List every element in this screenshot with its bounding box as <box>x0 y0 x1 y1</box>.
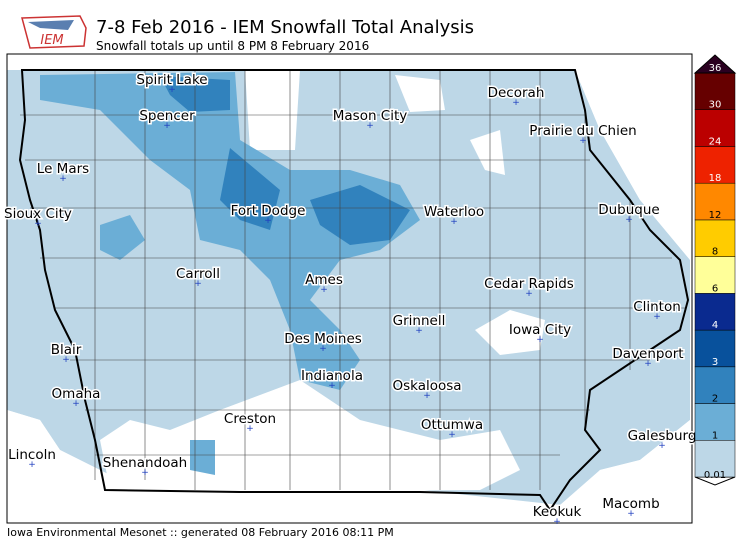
city-label: Ottumwa <box>421 417 483 433</box>
city-label: Indianola <box>301 368 363 384</box>
legend-bin <box>694 440 736 478</box>
city-label: Dubuque <box>598 202 660 218</box>
legend-label: 0.01 <box>704 470 726 481</box>
city-label: Spencer <box>139 108 195 124</box>
city-marker: + <box>264 216 272 226</box>
city-label: Grinnell <box>393 313 446 329</box>
city-label: Blair <box>51 342 82 358</box>
city-marker: + <box>644 359 652 369</box>
city-label: Spirit Lake <box>136 72 207 88</box>
legend-label: 24 <box>709 136 722 147</box>
city-marker: + <box>525 289 533 299</box>
city-marker: + <box>625 215 633 225</box>
city-label: Sioux City <box>4 206 72 222</box>
city-label: Omaha <box>52 386 101 402</box>
city-marker: + <box>59 174 67 184</box>
city-marker: + <box>366 121 374 131</box>
legend-label: 30 <box>709 100 722 111</box>
city-label: Decorah <box>488 85 545 101</box>
city-marker: + <box>579 136 587 146</box>
city-label: Iowa City <box>509 322 571 338</box>
city-marker: + <box>450 217 458 227</box>
legend-label: 1 <box>712 430 718 441</box>
city-label: Galesburg <box>628 428 697 444</box>
legend-label: 12 <box>709 210 722 221</box>
city-marker: + <box>328 381 336 391</box>
city-marker: + <box>28 460 36 470</box>
city-label: Lincoln <box>8 447 56 463</box>
city-marker: + <box>168 85 176 95</box>
city-label: Macomb <box>602 496 659 512</box>
city-marker: + <box>415 326 423 336</box>
city-label: Carroll <box>176 266 220 282</box>
legend-bin <box>694 256 736 294</box>
city-label: Davenport <box>612 346 683 362</box>
city-marker: + <box>246 424 254 434</box>
legend-bin <box>694 329 736 368</box>
city-marker: + <box>319 344 327 354</box>
subtitle: Snowfall totals up until 8 PM 8 February… <box>96 39 369 53</box>
city-marker: + <box>627 509 635 519</box>
city-marker: + <box>34 219 42 229</box>
city-marker: + <box>553 517 561 527</box>
city-marker: + <box>658 441 666 451</box>
city-label: Ames <box>305 272 343 288</box>
map: +Spirit Lake+Decorah+Spencer+Mason City+… <box>3 53 698 527</box>
legend-bin <box>694 109 736 147</box>
city-marker: + <box>512 98 520 108</box>
city-marker: + <box>163 121 171 131</box>
legend-bin <box>694 146 736 184</box>
legend-bin <box>694 293 736 331</box>
title: 7-8 Feb 2016 - IEM Snowfall Total Analys… <box>96 17 474 38</box>
city-label: Prairie du Chien <box>529 123 636 139</box>
city-marker: + <box>72 399 80 409</box>
city-marker: + <box>653 312 661 322</box>
legend-label: 6 <box>712 283 718 294</box>
city-marker: + <box>536 335 544 345</box>
city-marker: + <box>62 355 70 365</box>
city-label: Des Moines <box>284 331 362 347</box>
city-marker: + <box>448 430 456 440</box>
legend-cap <box>693 54 737 74</box>
legend-label: 36 <box>709 63 722 74</box>
city-label: Fort Dodge <box>231 203 306 219</box>
city-label: Shenandoah <box>103 455 187 471</box>
city-label: Cedar Rapids <box>484 276 574 292</box>
city-marker: + <box>141 468 149 478</box>
legend-label: 18 <box>709 173 722 184</box>
city-label: Waterloo <box>424 204 484 220</box>
legend-label: 8 <box>712 247 718 258</box>
legend-bin <box>694 182 736 221</box>
legend-bin <box>694 366 736 404</box>
city-label: Clinton <box>633 299 681 315</box>
city-label: Keokuk <box>533 504 582 520</box>
legend-bin <box>694 403 736 441</box>
legend-bin <box>694 72 736 110</box>
logo: IEM <box>21 15 87 49</box>
city-marker: + <box>423 391 431 401</box>
legend-label: 3 <box>712 357 718 368</box>
city-label: Mason City <box>333 108 408 124</box>
city-label: Le Mars <box>37 161 89 177</box>
legend-label: 4 <box>712 320 718 331</box>
logo-text: IEM <box>40 33 63 48</box>
city-label: Creston <box>224 411 276 427</box>
city-marker: + <box>320 285 328 295</box>
legend-label: 2 <box>712 394 718 405</box>
city-label: Oskaloosa <box>392 378 461 394</box>
footer: Iowa Environmental Mesonet :: generated … <box>7 526 394 539</box>
city-marker: + <box>194 279 202 289</box>
